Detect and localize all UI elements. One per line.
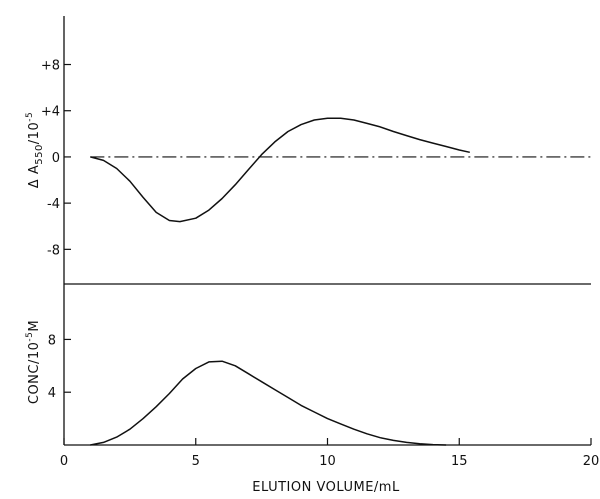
top-y-tick-label: -8 (47, 243, 60, 258)
bottom-y-tick-label: 8 (48, 333, 56, 348)
x-tick-label: 5 (192, 454, 200, 469)
bottom-panel-concentration: 8 4 0 5 10 15 20 (48, 333, 600, 469)
top-y-tick-label: -4 (47, 197, 60, 212)
bottom-y-axis-title-sup: -5 (25, 332, 35, 342)
top-y-axis-title-sub: 550 (34, 144, 45, 165)
bottom-y-axis-title-main: CONC/10 (27, 342, 42, 405)
x-tick-label: 10 (319, 454, 336, 469)
top-y-axis-title-tail: /10 (27, 122, 42, 144)
top-y-tick-label: 0 (52, 151, 60, 166)
concentration-curve (90, 360, 447, 446)
x-axis-title: ELUTION VOLUME/mL (252, 480, 400, 495)
top-y-axis-title-sup: -5 (25, 112, 35, 122)
x-tick-label: 15 (451, 454, 468, 469)
top-y-axis-title: Δ A550/10-5 (25, 112, 45, 188)
top-y-tick-label: +8 (41, 59, 60, 74)
x-tick-label: 20 (583, 454, 600, 469)
x-tick-label: 0 (60, 454, 68, 469)
top-panel-absorbance: +8 +4 0 -4 -8 (41, 16, 591, 445)
bottom-y-tick-label: 4 (48, 386, 56, 401)
absorbance-curve (90, 117, 470, 223)
bottom-y-axis-title: CONC/10-5M (25, 320, 42, 404)
top-y-tick-label: +4 (41, 105, 60, 120)
bottom-y-axis-title-tail: M (27, 320, 42, 332)
top-y-axis-title-main: Δ A (27, 165, 42, 188)
